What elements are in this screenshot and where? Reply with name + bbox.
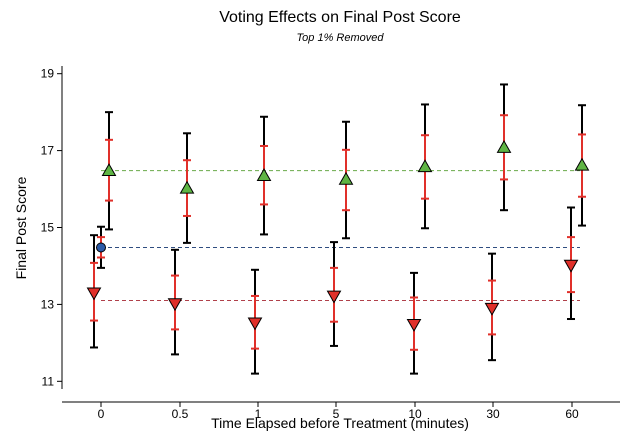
down-triangle-point: [326, 290, 342, 304]
y-tick-label: 15: [41, 221, 55, 235]
y-axis-label: Final Post Score: [13, 176, 29, 279]
up-triangle-point: [256, 168, 272, 181]
x-tick-label: 0.5: [172, 407, 189, 421]
chart-subtitle: Top 1% Removed: [296, 32, 384, 44]
x-tick-label: 1: [255, 407, 262, 421]
chart-title: Voting Effects on Final Post Score: [219, 9, 461, 26]
down-triangle-point: [167, 298, 183, 312]
y-tick-label: 19: [41, 67, 55, 81]
error-bars: [90, 83, 586, 375]
x-tick-label: 10: [408, 407, 422, 421]
down-triangle-point: [247, 317, 263, 331]
up-triangle-point: [179, 180, 195, 194]
down-triangle-point: [406, 319, 422, 332]
y-tick-label: 13: [41, 297, 55, 311]
reference-lines: [101, 170, 580, 302]
up-triangle-point: [496, 140, 512, 153]
up-triangle-point: [417, 159, 433, 173]
y-tick-label: 11: [42, 374, 55, 388]
y-tick-label: 17: [41, 144, 55, 158]
up-triangle-point: [101, 163, 117, 176]
up-triangle-point: [574, 157, 590, 171]
x-tick-label: 0: [98, 407, 105, 421]
x-tick-label: 60: [565, 407, 579, 421]
down-triangle-point: [484, 302, 500, 316]
control-point: [96, 242, 106, 253]
x-axis: 0 0.5 1 5 10 30 60: [62, 401, 620, 421]
down-triangle-point: [563, 259, 579, 273]
x-tick-label: 30: [486, 407, 500, 421]
y-axis: 11 13 15 17 19: [41, 66, 63, 389]
down-triangle-point: [86, 287, 102, 301]
x-tick-label: 5: [333, 407, 340, 421]
up-triangle-point: [338, 171, 354, 185]
data-points: [86, 140, 590, 332]
x-axis-label: Time Elapsed before Treatment (minutes): [211, 415, 469, 431]
